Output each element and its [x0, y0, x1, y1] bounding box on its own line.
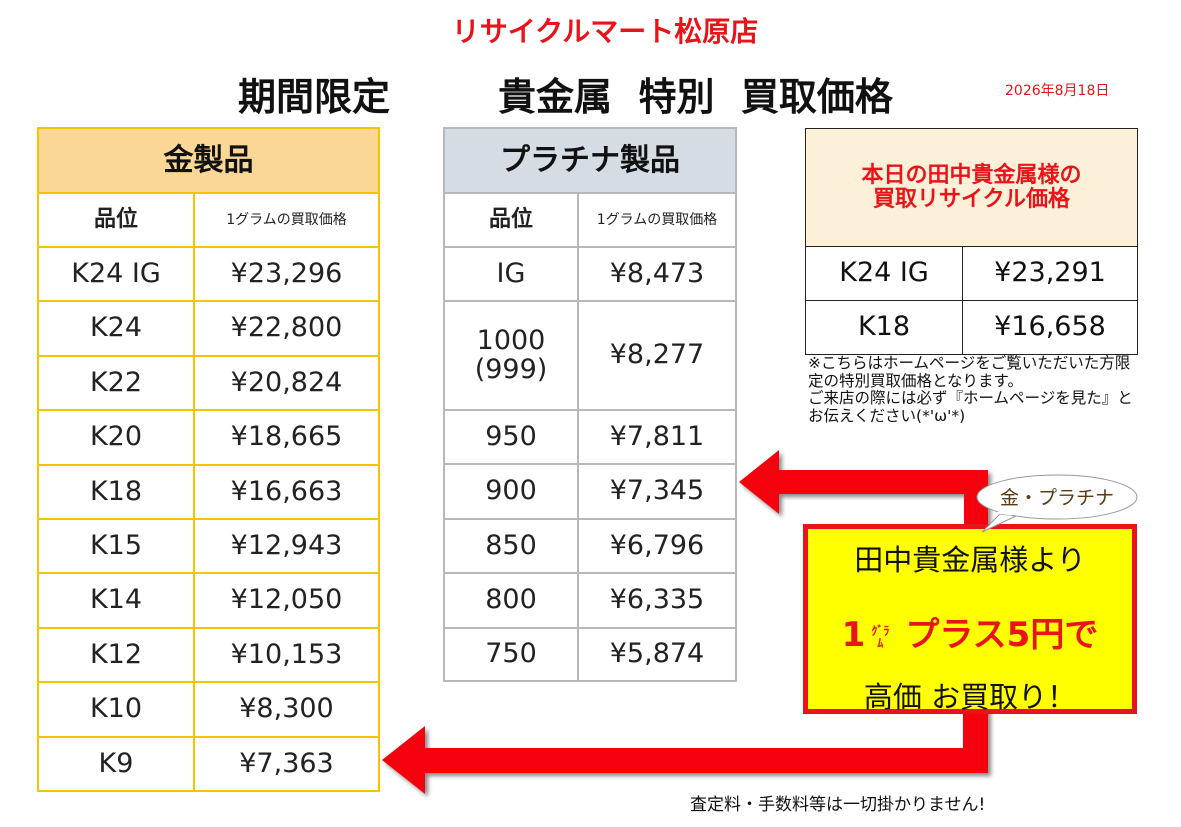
row: 900 ¥7,345 — [443, 463, 737, 520]
price: ¥6,796 — [577, 518, 737, 574]
promo-unit: ｸﾞﾗﾑ — [871, 623, 890, 650]
promo-text: プラス5円で — [905, 615, 1099, 655]
bubble-text: 金・プラチナ — [999, 487, 1114, 509]
grade: 900 — [443, 463, 579, 520]
grade: 850 — [443, 518, 579, 574]
grade: K24 IG — [37, 245, 195, 303]
row: IG ¥8,473 — [443, 246, 737, 302]
price: ¥22,800 — [193, 300, 380, 357]
price: ¥10,153 — [193, 626, 380, 684]
promo-line1: 田中貴金属様より — [854, 543, 1086, 577]
row: K18 ¥16,663 — [37, 463, 380, 520]
price: ¥16,663 — [193, 463, 380, 520]
row: 1000 (999) ¥8,277 — [443, 300, 737, 411]
promo-line3: 高価 お買取り！ — [863, 680, 1077, 714]
grade: K24 IG — [805, 246, 963, 301]
grade: K18 — [37, 463, 195, 520]
title-right: 貴金属 特別 買取価格 — [498, 75, 893, 119]
table-title: 金製品 — [37, 127, 380, 194]
column-header: 品位 — [443, 192, 579, 248]
row: K15 ¥12,943 — [37, 517, 380, 575]
title-row: 本日の田中貴金属様の 買取リサイクル価格 — [804, 128, 1139, 247]
grade: K20 — [37, 409, 195, 466]
price: ¥16,658 — [961, 300, 1139, 355]
grade: K14 — [37, 572, 195, 629]
grade: 750 — [443, 627, 579, 682]
grade: 800 — [443, 572, 579, 629]
price: ¥18,665 — [193, 409, 380, 466]
title-row: 金製品 — [37, 127, 380, 194]
row: K18 ¥16,658 — [805, 300, 1139, 355]
price: ¥8,300 — [193, 681, 380, 738]
title-left: 期間限定 — [238, 75, 391, 119]
price: ¥7,811 — [577, 409, 737, 465]
arrow-upper — [739, 450, 988, 530]
row: 850 ¥6,796 — [443, 518, 737, 574]
row: 800 ¥6,335 — [443, 572, 737, 629]
column-header-row: 品位 1グラムの買取価格 — [37, 192, 380, 248]
promo-box: 田中貴金属様より 1 ｸﾞﾗﾑ プラス5円で 高価 お買取り！ — [803, 524, 1137, 714]
row: K22 ¥20,824 — [37, 354, 380, 412]
row: K10 ¥8,300 — [37, 681, 380, 738]
row: K24 ¥22,800 — [37, 300, 380, 357]
row: K12 ¥10,153 — [37, 626, 380, 684]
price: ¥5,874 — [577, 627, 737, 682]
grade: K15 — [37, 517, 195, 575]
speech-bubble — [976, 474, 1138, 533]
note: ※こちらはホームページをご覧いただいた方限定の特別買取価格となります。 ご来店の… — [808, 354, 1133, 425]
row: K24 IG ¥23,296 — [37, 245, 380, 303]
promo-line2: 1 ｸﾞﾗﾑ プラス5円で — [808, 607, 1132, 656]
row: K20 ¥18,665 — [37, 409, 380, 466]
price: ¥8,473 — [577, 246, 737, 302]
grade: 1000 (999) — [443, 300, 579, 411]
price: ¥23,296 — [193, 245, 380, 303]
date: 2026年8月18日 — [1005, 83, 1110, 99]
price: ¥7,345 — [577, 463, 737, 520]
price: ¥7,363 — [193, 735, 380, 792]
price: ¥12,943 — [193, 517, 380, 575]
column-header: 1グラムの買取価格 — [577, 192, 737, 248]
footer: 査定料・手数料等は一切掛かりません! — [690, 795, 986, 815]
price: ¥8,277 — [577, 300, 737, 411]
platinum-table: プラチナ製品 品位 1グラムの買取価格 IG ¥8,473 1000 (999) ¥8,27… — [443, 127, 737, 682]
row: 950 ¥7,811 — [443, 409, 737, 465]
row: K9 ¥7,363 — [37, 735, 380, 792]
grade: K18 — [805, 300, 963, 355]
grade: 950 — [443, 409, 579, 465]
store-name: リサイクルマート松原店 — [451, 15, 759, 48]
grade: K12 — [37, 626, 195, 684]
row: K14 ¥12,050 — [37, 572, 380, 629]
table-title: 本日の田中貴金属様の 買取リサイクル価格 — [804, 128, 1139, 247]
price: ¥12,050 — [193, 572, 380, 629]
promo-number: 1 — [841, 615, 866, 655]
table-title: プラチナ製品 — [443, 127, 737, 194]
gold-table: 金製品 品位 1グラムの買取価格 K24 IG ¥23,296 K24 ¥22,800 K22… — [37, 127, 380, 792]
grade: K10 — [37, 681, 195, 738]
grade: K24 — [37, 300, 195, 357]
column-header: 品位 — [37, 192, 195, 248]
column-header-row: 品位 1グラムの買取価格 — [443, 192, 737, 248]
grade: IG — [443, 246, 579, 302]
grade: K22 — [37, 354, 195, 412]
price: ¥20,824 — [193, 354, 380, 412]
grade: K9 — [37, 735, 195, 792]
column-header: 1グラムの買取価格 — [193, 192, 380, 248]
arrow-lower — [382, 705, 988, 794]
row: 750 ¥5,874 — [443, 627, 737, 682]
price: ¥6,335 — [577, 572, 737, 629]
title-row: プラチナ製品 — [443, 127, 737, 194]
price: ¥23,291 — [961, 246, 1139, 301]
row: K24 IG ¥23,291 — [805, 246, 1139, 301]
tanaka-box: 本日の田中貴金属様の 買取リサイクル価格 K24 IG ¥23,291 K18 ¥16,… — [804, 128, 1139, 355]
